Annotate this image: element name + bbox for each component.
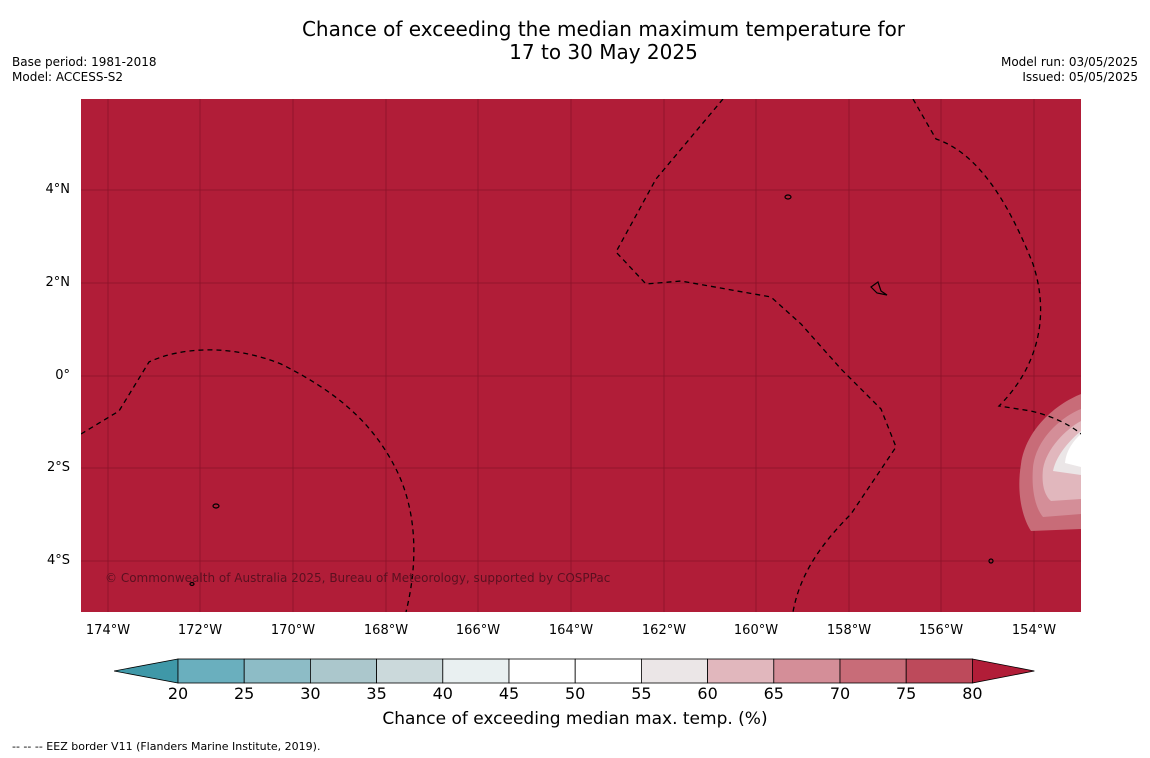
- title-line-1: Chance of exceeding the median maximum t…: [301, 17, 906, 41]
- lon-label: 162°W: [641, 623, 687, 638]
- colorbar-tick-label: 60: [697, 684, 718, 703]
- base-period: Base period: 1981-2018: [12, 55, 157, 69]
- lon-label: 174°W: [85, 623, 131, 638]
- colorbar-cell: [376, 658, 444, 684]
- lat-label-4n: 4°N: [45, 182, 71, 197]
- colorbar-cell: [839, 658, 907, 684]
- model-run: Model run: 03/05/2025: [1000, 55, 1138, 69]
- colorbar-cells: [114, 658, 1035, 684]
- lon-label: 158°W: [826, 623, 872, 638]
- copyright-notice: © Commonwealth of Australia 2025, Bureau…: [105, 571, 611, 585]
- colorbar-tick-label: 70: [829, 684, 851, 703]
- islands: [189, 194, 994, 587]
- colorbar-tick-label: 30: [300, 684, 321, 703]
- colorbar-tick-label: 55: [631, 684, 652, 703]
- lat-label-2s: 2°S: [46, 460, 70, 475]
- map-title: Chance of exceeding the median maximum t…: [0, 18, 1150, 64]
- lat-label-4s: 4°S: [46, 553, 70, 568]
- lon-label: 156°W: [918, 623, 964, 638]
- colorbar-cell: [442, 658, 510, 684]
- colorbar-cell: [641, 658, 709, 684]
- colorbar-cell: [574, 658, 642, 684]
- colorbar-cell: [707, 658, 775, 684]
- colorbar-cell: [309, 658, 377, 684]
- meta-right: Model run: 03/05/2025 Issued: 05/05/2025: [1001, 55, 1138, 85]
- title-line-2: 17 to 30 May 2025: [509, 40, 698, 64]
- lon-label: 170°W: [270, 623, 316, 638]
- colorbar-label: Chance of exceeding median max. temp. (%…: [382, 709, 768, 729]
- colorbar-cell: [508, 658, 576, 684]
- colorbar-tick-label: 35: [366, 684, 387, 703]
- colorbar-cell: [243, 658, 311, 684]
- colorbar-tick-label: 80: [962, 684, 983, 703]
- graticule: [81, 99, 1081, 612]
- colorbar-tick-label: 75: [896, 684, 917, 703]
- colorbar-extend-low: [114, 658, 179, 684]
- colorbar-tick-label: 25: [234, 684, 255, 703]
- colorbar-tick-label: 20: [167, 684, 189, 703]
- colorbar: [114, 658, 1035, 684]
- lon-label: 160°W: [733, 623, 779, 638]
- lon-label: 166°W: [455, 623, 501, 638]
- colorbar-cell: [905, 658, 973, 684]
- map-panel: © Commonwealth of Australia 2025, Bureau…: [81, 99, 1081, 612]
- map-graphics: [81, 99, 1081, 612]
- lat-label-2n: 2°N: [45, 275, 71, 290]
- lon-label: 164°W: [548, 623, 594, 638]
- lon-label: 154°W: [1011, 623, 1057, 638]
- colorbar-extend-high: [972, 658, 1035, 684]
- colorbar-tick-label: 65: [763, 684, 784, 703]
- lat-label-0: 0°: [55, 368, 70, 383]
- colorbar-tick-label: 45: [498, 684, 520, 703]
- lon-label: 172°W: [177, 623, 223, 638]
- meta-left: Base period: 1981-2018 Model: ACCESS-S2: [12, 55, 157, 85]
- colorbar-tick-label: 40: [432, 684, 453, 703]
- probability-contours: [1019, 394, 1081, 531]
- colorbar-tick-label: 50: [565, 684, 586, 703]
- model-name: Model: ACCESS-S2: [12, 70, 124, 84]
- eez-footnote: -- -- -- EEZ border V11 (Flanders Marine…: [12, 740, 321, 753]
- colorbar-cell: [773, 658, 841, 684]
- eez-borders: [81, 99, 1081, 612]
- issued-date: Issued: 05/05/2025: [1022, 70, 1138, 84]
- colorbar-cell: [177, 658, 245, 684]
- lon-label: 168°W: [363, 623, 409, 638]
